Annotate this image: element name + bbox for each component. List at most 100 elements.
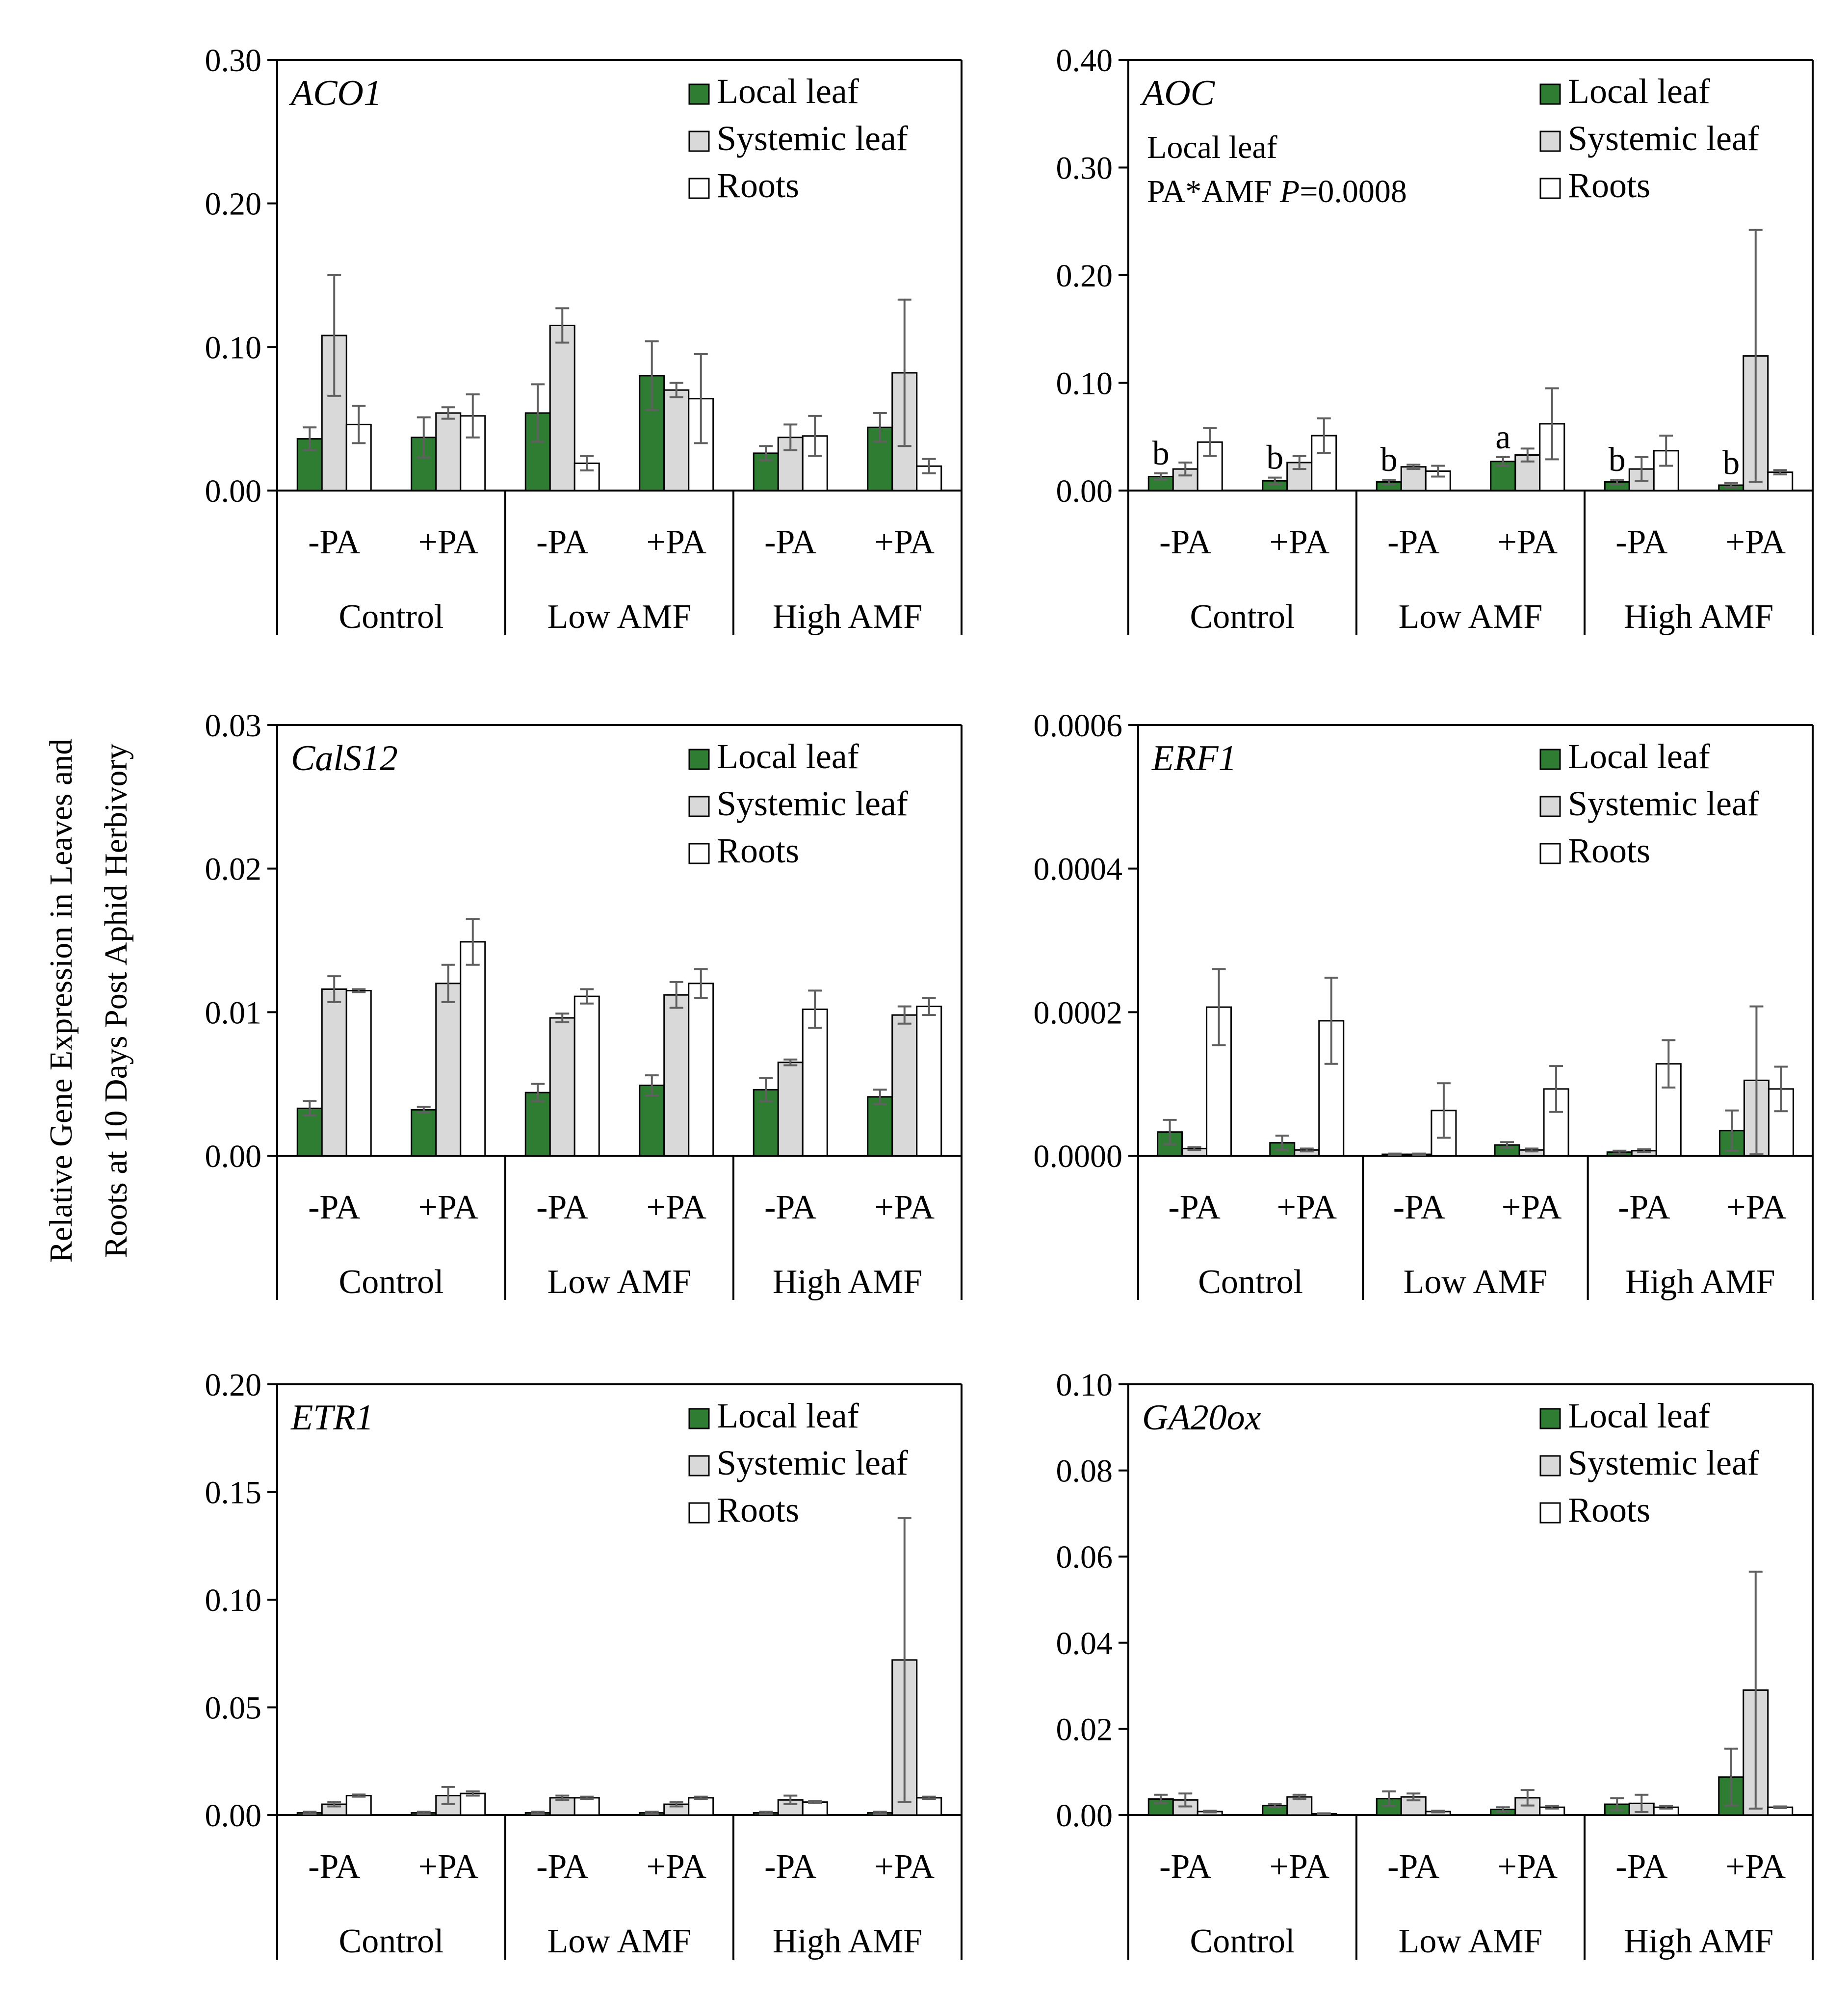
bar-roots [345, 989, 372, 1157]
group-label: High AMF [773, 1922, 922, 1960]
error-bar [1292, 455, 1306, 470]
group-label: High AMF [1625, 1263, 1775, 1301]
y-tick-label: 0.15 [205, 1475, 262, 1511]
y-tick-label: 0.30 [1056, 151, 1113, 186]
group-label: High AMF [1624, 598, 1773, 636]
error-bar [580, 455, 594, 472]
error-bar [555, 1012, 570, 1023]
error-bar [441, 963, 455, 1003]
error-bar [1268, 476, 1282, 485]
error-bar [669, 1801, 683, 1808]
error-bar [897, 298, 911, 447]
error-bar [441, 406, 455, 420]
error-bar [466, 1790, 480, 1797]
legend-swatch-roots [688, 1502, 710, 1524]
error-bar [416, 1811, 431, 1815]
category-label: -PA [536, 1848, 589, 1886]
y-tick-label: 0.06 [1056, 1539, 1113, 1575]
bar-systemic-leaf [777, 1062, 804, 1157]
legend-label-roots: Roots [717, 166, 799, 205]
bar-local-leaf [867, 1096, 893, 1157]
group-label: High AMF [773, 1263, 922, 1301]
error-bar [1154, 1793, 1168, 1805]
error-bar [1525, 1147, 1539, 1153]
legend-swatch-local-leaf [688, 1408, 710, 1429]
error-bar [1412, 1152, 1426, 1156]
error-bar [1545, 1805, 1559, 1810]
legend-label-local-leaf: Local leaf [1568, 72, 1710, 111]
legend-label-local-leaf: Local leaf [717, 72, 859, 111]
error-bar [1635, 1793, 1649, 1813]
bar-roots [916, 1006, 942, 1157]
category-label: +PA [874, 1848, 935, 1886]
category-label: +PA [418, 1848, 478, 1886]
group-label: Control [1190, 1922, 1295, 1960]
y-tick-label: 0.10 [1056, 1367, 1113, 1403]
y-tick-label: 0.10 [1056, 366, 1113, 402]
legend-label-roots: Roots [1568, 1490, 1650, 1530]
legend-label-systemic-leaf: Systemic leaf [1568, 119, 1759, 158]
category-label: -PA [764, 1189, 817, 1226]
bar-systemic-leaf [663, 389, 690, 492]
y-tick-label: 0.0000 [1034, 1139, 1123, 1174]
category-label: +PA [1276, 1189, 1337, 1226]
error-bar [555, 1794, 570, 1801]
error-bar [466, 918, 480, 966]
y-axis-label-line2: Roots at 10 Days Post Aphid Herbivory [98, 744, 134, 1258]
error-bar [922, 997, 936, 1016]
error-bar [1773, 1805, 1787, 1809]
category-label: -PA [1159, 523, 1212, 561]
bar-local-leaf [411, 1109, 437, 1157]
error-bar [694, 968, 708, 999]
group-label: Low AMF [1399, 1922, 1543, 1960]
error-bar [303, 426, 317, 452]
error-bar [1212, 968, 1226, 1046]
chart-etr1: 0.00 0.05 0.10 0.15 0.20 -PA +PA -PA +PA -PA +PA Co… [205, 1367, 963, 1960]
error-bar [1610, 1797, 1624, 1812]
error-bar [1268, 1803, 1282, 1808]
category-label: +PA [1269, 1848, 1329, 1886]
legend-label-systemic-leaf: Systemic leaf [717, 119, 908, 158]
legend-swatch-local-leaf [688, 83, 710, 105]
legend-swatch-systemic-leaf [688, 796, 710, 817]
category-label: -PA [308, 1848, 361, 1886]
legend-swatch-systemic-leaf [1539, 796, 1561, 817]
category-label: -PA [536, 1189, 589, 1226]
error-bar [1275, 1135, 1289, 1151]
error-bar [1724, 1747, 1738, 1807]
error-bar [1749, 1005, 1764, 1156]
y-tick-label: 0.00 [205, 473, 262, 509]
error-bar [1324, 977, 1338, 1065]
error-bar [1500, 1141, 1514, 1149]
error-bar [1382, 1790, 1396, 1807]
legend-swatch-systemic-leaf [1539, 1455, 1561, 1477]
y-tick-label: 0.00 [1056, 1798, 1113, 1834]
error-bar [1203, 1810, 1217, 1814]
bar-roots [345, 1794, 372, 1816]
category-label: -PA [1393, 1189, 1446, 1226]
error-bar [897, 1517, 911, 1803]
legend-swatch-roots [1539, 178, 1561, 199]
y-tick-label: 0.20 [1056, 258, 1113, 294]
error-bar [416, 1106, 431, 1114]
y-tick-label: 0.00 [205, 1798, 262, 1834]
error-bar [531, 1811, 545, 1815]
group-label: Low AMF [1399, 598, 1543, 636]
y-tick-label: 0.01 [205, 995, 262, 1031]
category-label: -PA [308, 523, 361, 561]
y-tick-label: 0.00 [205, 1139, 262, 1174]
y-tick-label: 0.0006 [1034, 708, 1123, 744]
legend-swatch-systemic-leaf [688, 1455, 710, 1477]
category-label: +PA [1497, 523, 1558, 561]
legend-swatch-local-leaf [1539, 1408, 1561, 1429]
significance-letter: b [1380, 441, 1398, 479]
legend-swatch-roots [688, 843, 710, 864]
y-tick-label: 0.05 [205, 1690, 262, 1726]
legend-swatch-local-leaf [1539, 749, 1561, 770]
error-bar [327, 1801, 341, 1808]
category-label: +PA [646, 523, 706, 561]
error-bar [1496, 1806, 1510, 1813]
bar-roots [802, 1008, 828, 1157]
category-label: -PA [764, 1848, 817, 1886]
significance-letter: b [1266, 439, 1283, 477]
